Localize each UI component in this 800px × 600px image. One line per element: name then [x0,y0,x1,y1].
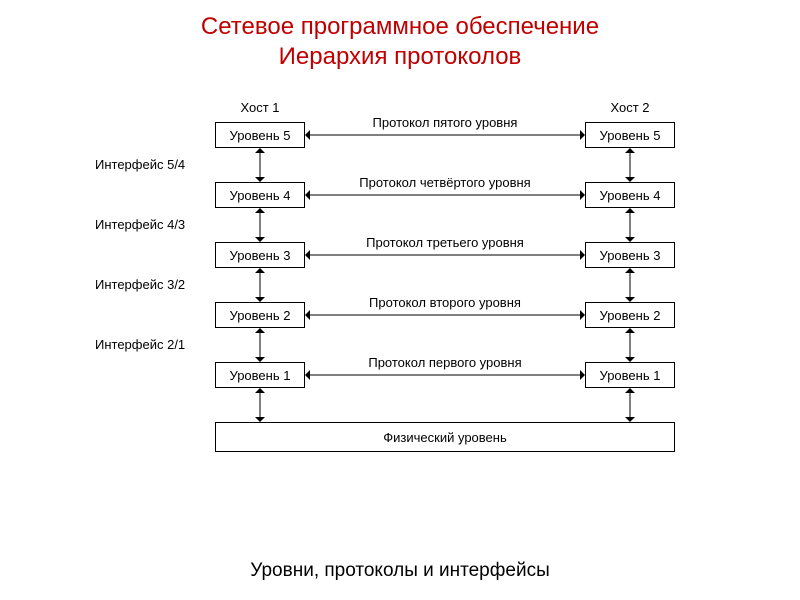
protocol-label-2: Протокол третьего уровня [335,235,555,250]
interface-label-3: Интерфейс 2/1 [95,337,185,352]
level-right-3: Уровень 3 [585,242,675,268]
level-left-1: Уровень 1 [215,362,305,388]
host-left-label: Хост 1 [230,100,290,115]
diagram-caption: Уровни, протоколы и интерфейсы [0,560,800,582]
diagram-stage: Хост 1 Хост 2 Уровень 5 Уровень 5 Уровень 4 У… [0,72,800,552]
title-line-2: Иерархия протоколов [0,42,800,72]
level-left-2: Уровень 2 [215,302,305,328]
interface-label-1: Интерфейс 4/3 [95,217,185,232]
physical-layer: Физический уровень [215,422,675,452]
host-right-label: Хост 2 [600,100,660,115]
level-right-4: Уровень 4 [585,182,675,208]
diagram-arrows [0,72,800,552]
protocol-label-3: Протокол второго уровня [335,295,555,310]
level-left-3: Уровень 3 [215,242,305,268]
protocol-label-1: Протокол четвёртого уровня [335,175,555,190]
level-left-5: Уровень 5 [215,122,305,148]
interface-label-0: Интерфейс 5/4 [95,157,185,172]
protocol-label-4: Протокол первого уровня [335,355,555,370]
level-right-5: Уровень 5 [585,122,675,148]
title-line-1: Сетевое программное обеспечение [0,12,800,42]
level-right-1: Уровень 1 [585,362,675,388]
level-right-2: Уровень 2 [585,302,675,328]
page-title: Сетевое программное обеспечение Иерархия… [0,0,800,72]
level-left-4: Уровень 4 [215,182,305,208]
protocol-label-0: Протокол пятого уровня [335,115,555,130]
interface-label-2: Интерфейс 3/2 [95,277,185,292]
